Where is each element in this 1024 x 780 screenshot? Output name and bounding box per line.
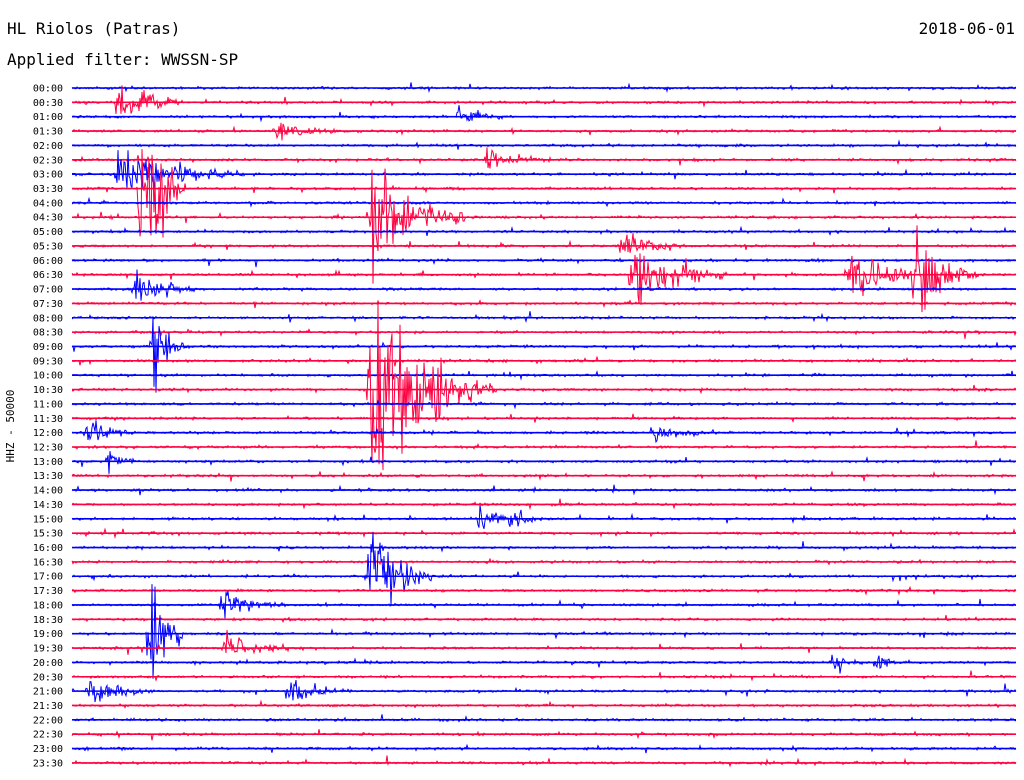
row-label: 16:30: [33, 557, 63, 568]
trace-2130: [71, 699, 1017, 709]
row-label: 18:30: [33, 615, 63, 626]
trace-1330: [71, 470, 1017, 482]
row-label: 11:00: [33, 399, 63, 410]
row-label: 15:30: [33, 529, 63, 540]
record-date: 2018-06-01: [918, 19, 1015, 38]
row-label: 14:30: [33, 500, 63, 511]
trace-0530: [71, 232, 1017, 253]
trace-2330: [71, 755, 1017, 768]
row-label: 23:00: [33, 744, 63, 755]
trace-0000: [71, 82, 1017, 93]
row-labels: 00:00 00:30 01:00 01:30 02:00 02:30 03:00 03:30…: [33, 84, 63, 770]
row-label: 19:30: [33, 644, 63, 655]
row-label: 12:30: [33, 443, 63, 454]
row-label: 11:30: [33, 414, 63, 425]
row-label: 21:30: [33, 701, 63, 712]
trace-0230: [71, 147, 1017, 169]
trace-0800: [71, 311, 1016, 323]
row-label: 01:00: [33, 112, 63, 123]
row-label: 14:00: [33, 486, 63, 497]
trace-1600: [71, 541, 1017, 553]
trace-1500: [71, 505, 1017, 529]
row-label: 10:00: [33, 371, 63, 382]
row-label: 06:00: [33, 256, 63, 267]
seismic-traces: [71, 82, 1017, 768]
row-label: 17:30: [33, 586, 63, 597]
row-label: 09:30: [33, 356, 63, 367]
row-label: 06:30: [33, 270, 63, 281]
row-label: 08:00: [33, 313, 63, 324]
row-label: 02:00: [33, 141, 63, 152]
y-axis-label: HHZ - 50000: [4, 390, 17, 463]
row-label: 07:00: [33, 285, 63, 296]
row-label: 12:00: [33, 428, 63, 439]
row-label: 18:00: [33, 600, 63, 611]
filter-label: Applied filter: WWSSN-SP: [7, 50, 239, 69]
trace-1830: [71, 614, 1017, 624]
row-label: 04:00: [33, 198, 63, 209]
trace-1700: [71, 532, 1017, 606]
row-label: 21:00: [33, 687, 63, 698]
trace-0430: [71, 168, 1017, 284]
row-label: 13:00: [33, 457, 63, 468]
trace-2000: [71, 654, 1016, 674]
row-label: 15:00: [33, 514, 63, 525]
station-title: HL Riolos (Patras): [7, 19, 181, 38]
trace-1300: [71, 451, 1017, 474]
row-label: 05:00: [33, 227, 63, 238]
trace-0100: [71, 105, 1017, 123]
trace-1200: [71, 420, 1017, 444]
trace-1430: [71, 498, 1017, 511]
trace-0630: [71, 225, 1017, 313]
row-label: 17:00: [33, 572, 63, 583]
row-label: 19:00: [33, 629, 63, 640]
trace-0030: [71, 85, 1017, 115]
row-label: 07:30: [33, 299, 63, 310]
row-label: 00:30: [33, 98, 63, 109]
row-label: 08:30: [33, 328, 63, 339]
trace-1030: [71, 303, 1017, 471]
row-label: 22:30: [33, 730, 63, 741]
row-label: 00:00: [33, 84, 63, 95]
row-label: 01:30: [33, 127, 63, 138]
trace-0830: [71, 328, 1017, 339]
row-label: 03:30: [33, 184, 63, 195]
row-label: 05:30: [33, 241, 63, 252]
row-label: 03:00: [33, 170, 63, 181]
row-label: 04:30: [33, 213, 63, 224]
trace-0730: [71, 299, 1017, 309]
row-label: 09:00: [33, 342, 63, 353]
row-label: 22:00: [33, 715, 63, 726]
trace-0930: [71, 355, 1017, 367]
row-label: 20:00: [33, 658, 63, 669]
trace-0300: [71, 150, 1017, 190]
row-label: 02:30: [33, 155, 63, 166]
row-label: 13:30: [33, 471, 63, 482]
row-label: 16:00: [33, 543, 63, 554]
trace-0900: [71, 316, 1017, 393]
row-label: 23:30: [33, 758, 63, 769]
row-label: 10:30: [33, 385, 63, 396]
row-label: 20:30: [33, 672, 63, 683]
trace-2030: [71, 670, 1017, 682]
